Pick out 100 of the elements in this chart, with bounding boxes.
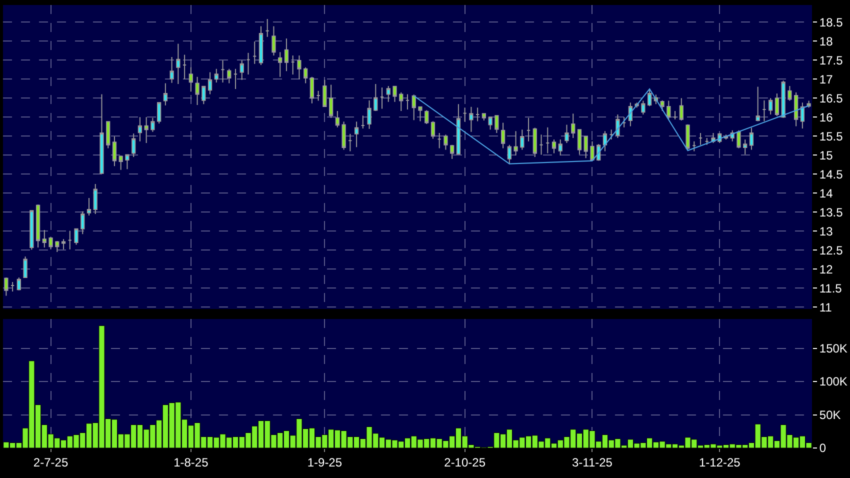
candlestick <box>10 282 15 292</box>
candlestick <box>48 236 53 250</box>
y-tick-label: 17.5 <box>819 53 844 68</box>
candlestick <box>93 183 98 214</box>
candlestick <box>430 120 436 140</box>
y-tick-label: 12.5 <box>819 243 844 258</box>
candlestick <box>584 136 588 159</box>
candlestick <box>202 86 206 105</box>
candlestick <box>622 116 626 128</box>
candlestick <box>240 60 244 80</box>
candlestick <box>571 113 576 138</box>
y-tick-label: 17 <box>819 72 834 86</box>
candlestick <box>800 102 805 129</box>
candlestick <box>666 100 671 120</box>
candlestick <box>405 94 410 110</box>
candlestick <box>692 140 696 152</box>
candlestick <box>36 204 40 248</box>
candlestick <box>138 116 142 142</box>
candlestick <box>788 85 792 102</box>
y-tick-label: 14 <box>819 186 834 200</box>
candlestick <box>125 154 130 170</box>
candlestick <box>392 86 397 102</box>
candlestick <box>641 100 646 115</box>
x-tick-label: 3-11-25 <box>572 455 613 470</box>
candlestick <box>150 117 155 132</box>
candlestick <box>456 104 461 154</box>
x-tick-label: 1-9-25 <box>307 455 342 470</box>
candlestick <box>507 144 512 165</box>
candlestick <box>437 132 442 149</box>
candlestick <box>163 82 168 106</box>
candlestick <box>304 66 308 84</box>
candlestick <box>252 40 257 64</box>
candlestick <box>546 126 550 154</box>
candlestick <box>348 133 352 152</box>
candlestick <box>132 132 136 158</box>
candlestick <box>322 79 327 108</box>
y-tick-label: 16 <box>819 110 834 124</box>
x-tick-label: 2-7-25 <box>33 455 68 470</box>
candlestick <box>399 92 404 112</box>
y-tick-label: 18 <box>819 34 834 48</box>
candlestick <box>756 86 760 122</box>
y-tick-label: 16.5 <box>819 91 844 106</box>
candlestick <box>316 90 320 102</box>
candlestick <box>246 52 250 76</box>
y-tick-label: 0 <box>819 441 826 456</box>
candlestick <box>736 130 741 149</box>
candlestick <box>469 106 474 132</box>
candlestick <box>450 144 454 160</box>
candlestick <box>539 134 544 156</box>
candlestick <box>488 116 492 130</box>
candlestick <box>284 38 289 72</box>
candlestick <box>616 114 620 138</box>
candlestick <box>290 55 295 76</box>
y-tick-label: 50K <box>819 408 841 422</box>
candlestick <box>220 60 225 84</box>
candlestick <box>42 229 46 248</box>
candlestick <box>494 115 499 134</box>
candlestick <box>476 107 480 122</box>
candlestick <box>558 139 562 156</box>
y-tick-label: 18.5 <box>819 15 844 30</box>
candlestick <box>68 230 72 250</box>
candlestick <box>768 98 773 115</box>
candlestick <box>374 84 378 112</box>
candlestick <box>609 129 614 140</box>
candlestick <box>686 124 690 150</box>
y-tick-label: 100K <box>819 374 848 389</box>
candlestick <box>500 122 506 149</box>
candlestick <box>144 116 148 144</box>
candlestick <box>386 85 390 102</box>
candlestick <box>297 55 302 80</box>
candlestick <box>412 94 416 121</box>
candlestick <box>278 52 282 78</box>
candlestick <box>182 54 187 80</box>
candlestick <box>794 92 798 127</box>
candlestick <box>16 276 21 291</box>
candlestick <box>577 129 582 155</box>
candlestick <box>30 210 34 250</box>
candlestick <box>698 132 703 146</box>
y-tick-label: 15 <box>819 148 834 162</box>
candlestick <box>444 134 448 150</box>
y-tick-label: 13.5 <box>819 205 844 220</box>
candlestick <box>310 76 314 104</box>
candlestick <box>743 139 748 155</box>
candlestick <box>482 113 486 122</box>
y-tick-label: 13 <box>819 224 834 238</box>
y-tick-label: 11 <box>819 300 832 314</box>
candlestick <box>774 93 780 116</box>
candlestick <box>749 127 754 150</box>
candlestick <box>514 130 518 156</box>
y-tick-label: 12 <box>819 262 834 276</box>
candlestick <box>672 110 678 120</box>
candlestick <box>520 129 524 150</box>
candlestick <box>272 26 276 56</box>
y-tick-label: 14.5 <box>819 167 844 182</box>
candlestick <box>74 228 78 246</box>
candlestick <box>80 210 85 235</box>
candlestick <box>55 240 60 252</box>
candlestick <box>106 121 110 149</box>
candlestick <box>360 115 365 129</box>
candlestick <box>214 68 218 84</box>
